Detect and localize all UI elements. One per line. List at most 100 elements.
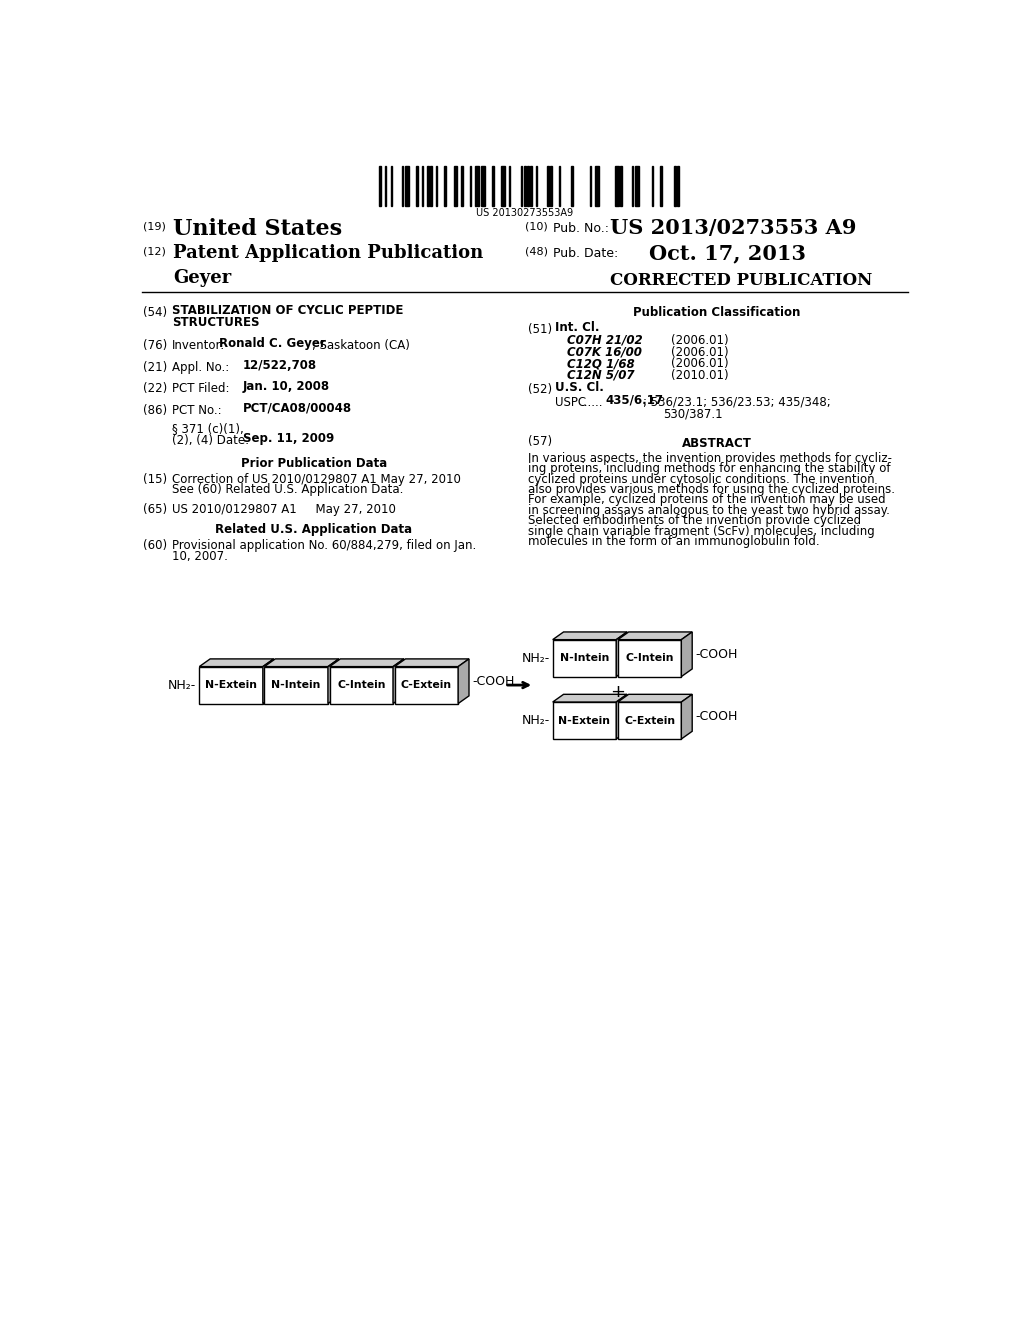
Bar xyxy=(675,166,676,206)
Text: (2), (4) Date:: (2), (4) Date: xyxy=(172,434,249,447)
Text: (57): (57) xyxy=(528,434,552,447)
Text: also provides various methods for using the cyclized proteins.: also provides various methods for using … xyxy=(528,483,895,496)
Polygon shape xyxy=(616,694,627,739)
Bar xyxy=(385,166,386,206)
Bar xyxy=(678,166,679,206)
Text: NH₂-: NH₂- xyxy=(521,652,550,665)
Text: For example, cyclized proteins of the invention may be used: For example, cyclized proteins of the in… xyxy=(528,494,886,507)
Text: (21): (21) xyxy=(143,360,168,374)
Text: Prior Publication Data: Prior Publication Data xyxy=(241,457,387,470)
Polygon shape xyxy=(394,667,458,704)
Bar xyxy=(559,166,560,206)
Bar xyxy=(614,166,618,206)
Text: (15): (15) xyxy=(143,473,168,486)
Text: single chain variable fragment (ScFv) molecules, including: single chain variable fragment (ScFv) mo… xyxy=(528,524,874,537)
Text: C12Q 1/68: C12Q 1/68 xyxy=(567,358,635,370)
Text: (86): (86) xyxy=(143,404,168,417)
Text: -COOH: -COOH xyxy=(472,675,514,688)
Text: (54): (54) xyxy=(143,306,168,319)
Polygon shape xyxy=(553,694,627,702)
Bar xyxy=(422,166,423,206)
Text: C-Intein: C-Intein xyxy=(337,680,385,690)
Text: (76): (76) xyxy=(143,339,168,352)
Text: 12/522,708: 12/522,708 xyxy=(243,359,316,372)
Text: (10): (10) xyxy=(524,222,548,231)
Bar xyxy=(444,166,445,206)
Polygon shape xyxy=(330,667,393,704)
Bar xyxy=(547,166,549,206)
Text: Pub. Date:: Pub. Date: xyxy=(553,247,617,260)
Bar xyxy=(427,166,429,206)
Text: STRUCTURES: STRUCTURES xyxy=(172,317,260,329)
Text: Appl. No.:: Appl. No.: xyxy=(172,360,229,374)
Bar xyxy=(590,166,592,206)
Text: US 2010/0129807 A1     May 27, 2010: US 2010/0129807 A1 May 27, 2010 xyxy=(172,503,396,516)
Text: 435/6.17: 435/6.17 xyxy=(605,393,664,407)
Bar xyxy=(530,166,531,206)
Text: 10, 2007.: 10, 2007. xyxy=(172,549,228,562)
Bar xyxy=(454,166,458,206)
Text: 530/387.1: 530/387.1 xyxy=(663,407,722,420)
Polygon shape xyxy=(393,659,403,704)
Text: , Saskatoon (CA): , Saskatoon (CA) xyxy=(312,339,411,352)
Text: -COOH: -COOH xyxy=(695,710,737,723)
Text: NH₂-: NH₂- xyxy=(168,678,197,692)
Text: C07H 21/02: C07H 21/02 xyxy=(567,334,643,347)
Bar xyxy=(509,166,510,206)
Text: C12N 5/07: C12N 5/07 xyxy=(567,368,635,381)
Text: C-Extein: C-Extein xyxy=(400,680,452,690)
Bar xyxy=(550,166,552,206)
Text: N-Extein: N-Extein xyxy=(205,680,257,690)
Bar xyxy=(660,166,662,206)
Bar xyxy=(475,166,479,206)
Text: ......: ...... xyxy=(581,396,603,409)
Bar xyxy=(524,166,525,206)
Text: (60): (60) xyxy=(143,539,168,552)
Polygon shape xyxy=(681,632,692,677)
Text: (2006.01): (2006.01) xyxy=(671,334,728,347)
Text: PCT Filed:: PCT Filed: xyxy=(172,383,229,396)
Polygon shape xyxy=(617,694,692,702)
Polygon shape xyxy=(263,659,273,704)
Bar xyxy=(493,166,494,206)
Bar xyxy=(480,166,484,206)
Text: (65): (65) xyxy=(143,503,168,516)
Text: Publication Classification: Publication Classification xyxy=(633,306,801,319)
Bar xyxy=(632,166,633,206)
Bar xyxy=(571,166,572,206)
Text: N-Intein: N-Intein xyxy=(271,680,321,690)
Polygon shape xyxy=(616,632,627,677)
Text: C07K 16/00: C07K 16/00 xyxy=(567,346,642,359)
Bar xyxy=(379,166,381,206)
Text: (52): (52) xyxy=(528,383,552,396)
Bar xyxy=(621,166,622,206)
Bar xyxy=(521,166,522,206)
Text: STABILIZATION OF CYCLIC PEPTIDE: STABILIZATION OF CYCLIC PEPTIDE xyxy=(172,304,403,317)
Text: (19): (19) xyxy=(143,222,166,231)
Text: (48): (48) xyxy=(524,247,548,257)
Text: molecules in the form of an immunoglobulin fold.: molecules in the form of an immunoglobul… xyxy=(528,535,819,548)
Text: +: + xyxy=(610,682,626,701)
Bar xyxy=(536,166,538,206)
Bar xyxy=(652,166,653,206)
Bar xyxy=(404,166,409,206)
Text: Sep. 11, 2009: Sep. 11, 2009 xyxy=(243,432,334,445)
Text: (2006.01): (2006.01) xyxy=(671,346,728,359)
Bar xyxy=(391,166,392,206)
Text: § 371 (c)(1),: § 371 (c)(1), xyxy=(172,422,244,436)
Text: In various aspects, the invention provides methods for cycliz-: In various aspects, the invention provid… xyxy=(528,451,892,465)
Text: Selected embodiments of the invention provide cyclized: Selected embodiments of the invention pr… xyxy=(528,515,861,527)
Text: Oct. 17, 2013: Oct. 17, 2013 xyxy=(649,243,806,263)
Text: See (60) Related U.S. Application Data.: See (60) Related U.S. Application Data. xyxy=(172,483,403,496)
Text: US 2013/0273553 A9: US 2013/0273553 A9 xyxy=(610,218,856,238)
Bar xyxy=(435,166,437,206)
Text: N-Extein: N-Extein xyxy=(558,715,610,726)
Text: Geyer: Geyer xyxy=(173,268,231,286)
Bar xyxy=(417,166,418,206)
Polygon shape xyxy=(458,659,469,704)
Text: Ronald C. Geyer: Ronald C. Geyer xyxy=(219,337,327,350)
Polygon shape xyxy=(328,659,339,704)
Text: Related U.S. Application Data: Related U.S. Application Data xyxy=(215,524,413,536)
Polygon shape xyxy=(681,694,692,739)
Text: (2010.01): (2010.01) xyxy=(671,368,728,381)
